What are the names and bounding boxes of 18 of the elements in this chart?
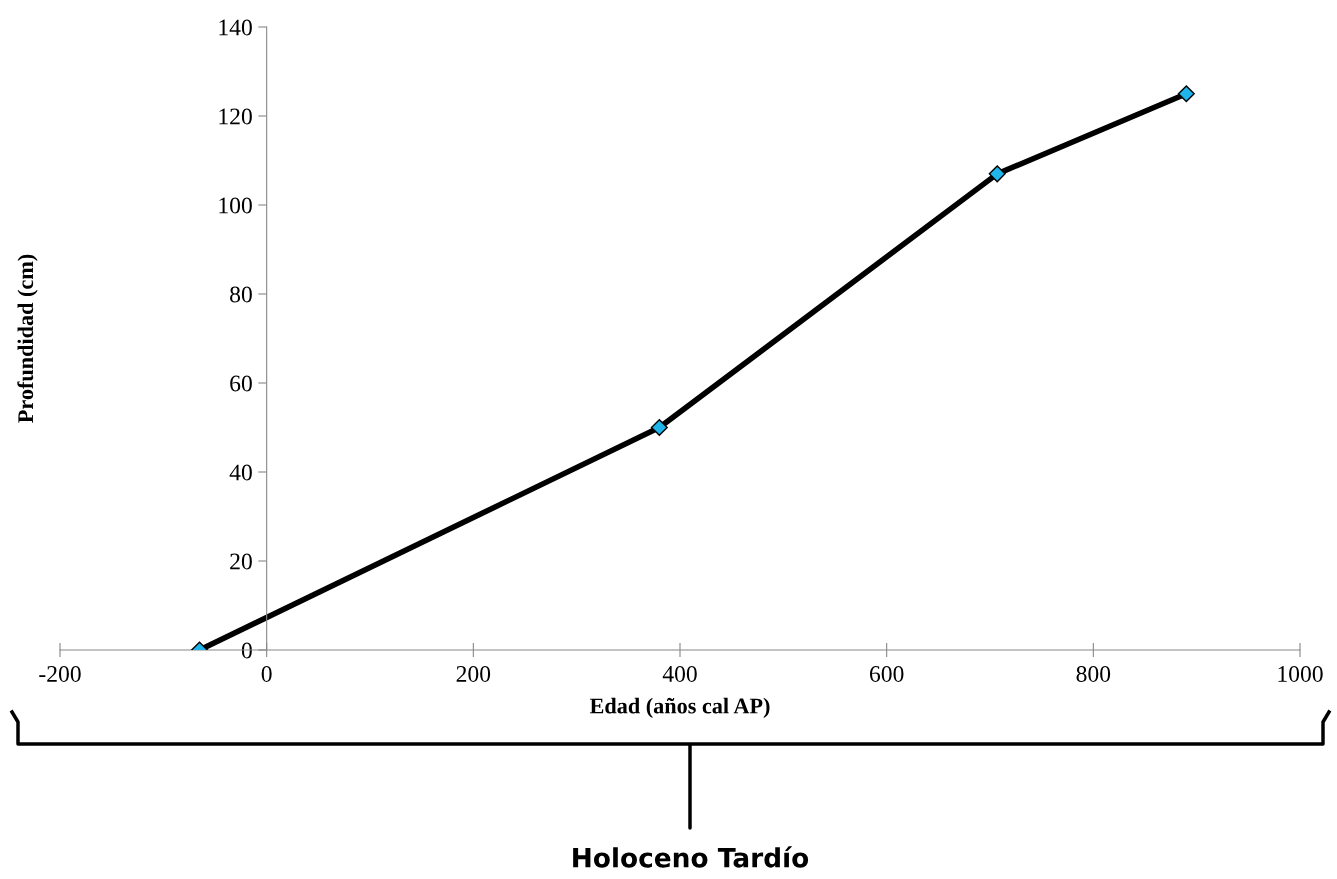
x-tick-label: 600 — [869, 665, 904, 682]
x-tick-label: -200 — [39, 665, 81, 682]
y-tick-label: 100 — [219, 197, 252, 214]
x-axis-title: Edad (años cal AP) — [589, 697, 770, 718]
x-tick-label: 0 — [261, 665, 272, 682]
y-tick-label: 140 — [219, 19, 252, 36]
x-tick-label: 400 — [662, 665, 697, 682]
y-tick-label: 40 — [229, 464, 252, 481]
x-tick-label: 800 — [1076, 665, 1111, 682]
y-tick-label: 120 — [219, 108, 252, 125]
y-axis-title: Profundidad (cm) — [17, 254, 38, 423]
x-tick-label: 1000 — [1278, 665, 1323, 682]
text: Holoceno Tardío — [573, 846, 809, 868]
x-tick-label: 200 — [456, 665, 491, 682]
y-tick-label: 20 — [230, 553, 252, 570]
y-tick-label: 0 — [241, 642, 252, 659]
y-tick-label: 80 — [230, 286, 252, 303]
y-tick-label: 60 — [230, 375, 252, 392]
